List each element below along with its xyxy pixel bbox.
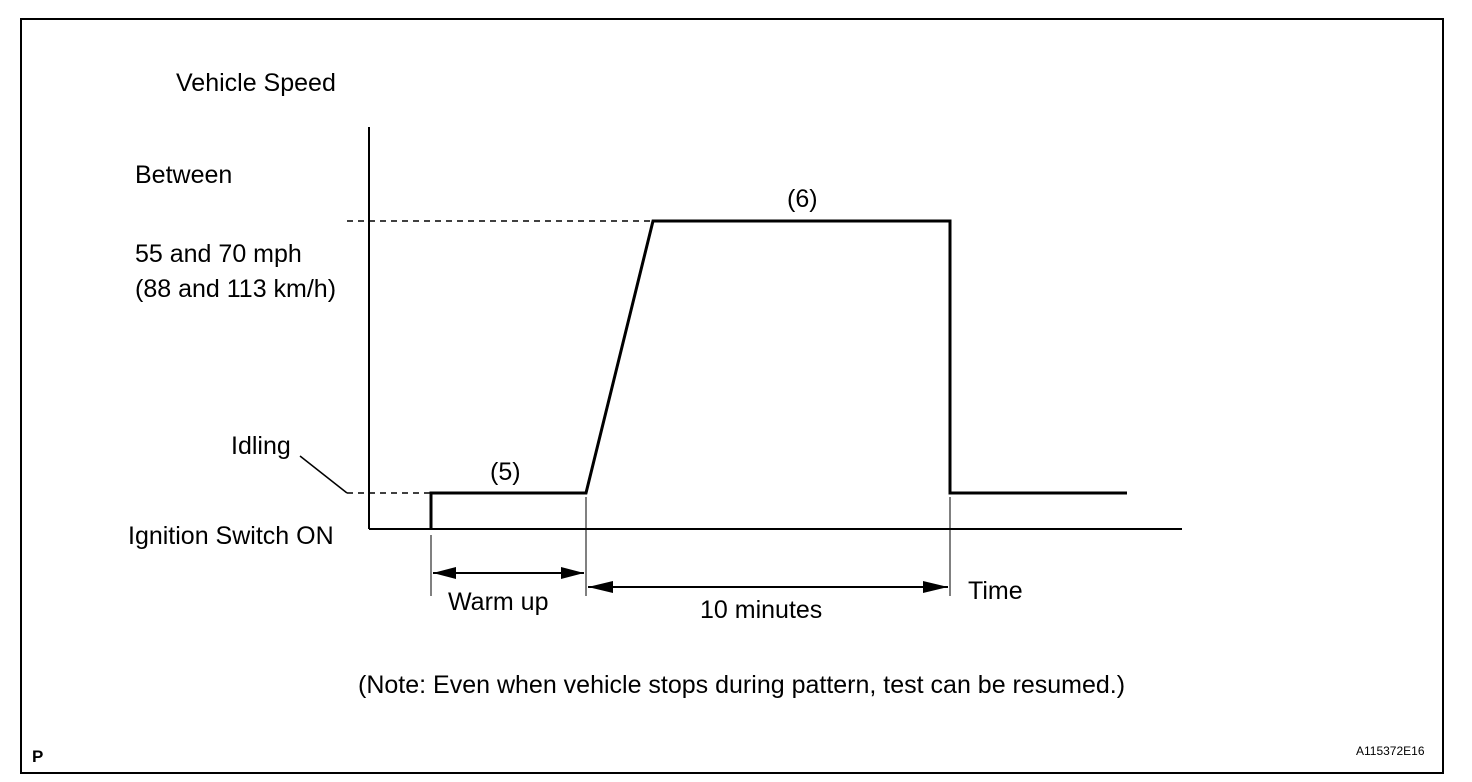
figure-code: A115372E16 [1356, 744, 1425, 758]
speed-label-line1: Between [135, 161, 233, 189]
idle-label: Idling [231, 432, 291, 460]
step6-label: (6) [787, 185, 818, 213]
time-label: Time [968, 577, 1023, 605]
diagram-frame [20, 18, 1444, 774]
step5-label: (5) [490, 458, 521, 486]
idle-leader-line [299, 455, 348, 494]
duration-arrow-left-head [588, 581, 613, 593]
corner-mark: P [32, 747, 44, 766]
warmup-label: Warm up [448, 588, 549, 616]
note-text: (Note: Even when vehicle stops during pa… [358, 671, 1126, 699]
speed-label-line3: (88 and 113 km/h) [135, 275, 337, 303]
speed-profile-line [429, 219, 1127, 529]
ignition-label: Ignition Switch ON [128, 522, 334, 550]
warmup-arrow-right-head [561, 567, 584, 579]
duration-label: 10 minutes [700, 596, 823, 624]
duration-arrow-right-head [923, 581, 948, 593]
y-axis-title: Vehicle Speed [176, 69, 336, 97]
speed-label-line2: 55 and 70 mph [135, 240, 302, 268]
warmup-arrow-left-head [433, 567, 456, 579]
